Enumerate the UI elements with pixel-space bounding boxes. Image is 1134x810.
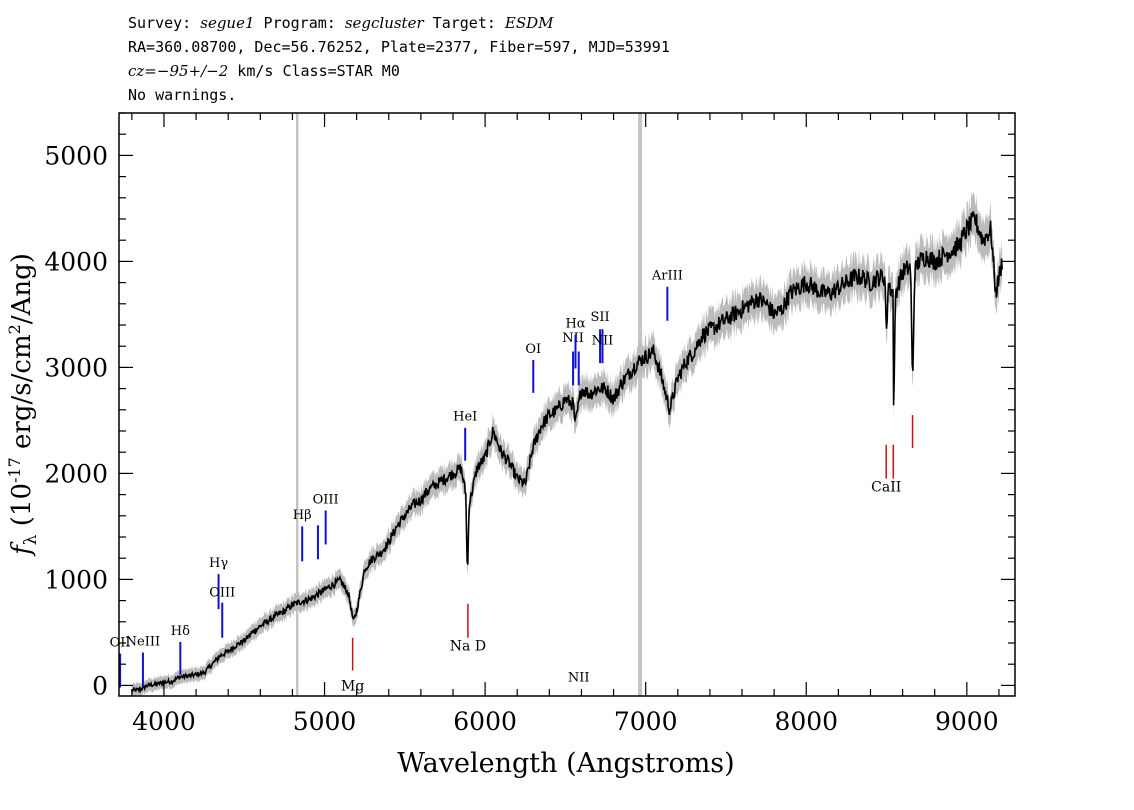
- spectrum-series: [131, 190, 1003, 696]
- header-warnings-line: No warnings.: [128, 86, 237, 104]
- cz-label: cz=: [128, 62, 157, 80]
- x-tick-label: 9000: [935, 707, 999, 736]
- cz-value: −95+/−2: [156, 62, 229, 80]
- axes: 4000 5000 6000 7000 8000 9000 0 1000 2000 3000 400…: [44, 112, 1015, 736]
- y-tick-label: 5000: [44, 141, 108, 170]
- emission-line-label: Hα: [565, 316, 585, 331]
- emission-line-label: SII: [590, 310, 609, 325]
- x-tick-label: 4000: [132, 707, 196, 736]
- x-tick-label: 6000: [453, 707, 517, 736]
- x-tick-label: 5000: [293, 707, 357, 736]
- cz-class-text: km/s Class=STAR M0: [228, 62, 400, 80]
- survey-label: Survey:: [128, 14, 192, 32]
- flux-line: [131, 211, 1003, 694]
- y-tick-label: 4000: [44, 247, 108, 276]
- header-redshift-line: cz=−95+/−2 km/s Class=STAR M0: [128, 62, 400, 80]
- y-tick-label: 1000: [44, 565, 108, 594]
- emission-line-label: NII: [562, 331, 584, 346]
- error-band: [131, 190, 1003, 696]
- y-axis-label: fλ (10-17 erg/s/cm2/Ang): [5, 253, 41, 557]
- x-tick-label: 8000: [774, 707, 838, 736]
- y-axis-label-text: fλ (10-17 erg/s/cm2/Ang): [5, 253, 41, 557]
- x-axis-label: Wavelength (Angstroms): [397, 748, 734, 779]
- emission-line-label: HeI: [453, 410, 477, 425]
- header-coordinates-line: RA=360.08700, Dec=56.76252, Plate=2377, …: [128, 38, 670, 56]
- emission-line-label: Hγ: [209, 556, 228, 571]
- absorption-line-label: Mg: [341, 679, 364, 695]
- spectral-line-markers: OIINeIIIHδHγOIIIHβOIIIHeIOINIIHαNIISIINI…: [110, 269, 914, 695]
- absorption-line-label: Na D: [450, 638, 486, 654]
- y-tick-label: 0: [92, 671, 108, 700]
- emission-line-label: OI: [525, 342, 541, 357]
- emission-line-label: Hβ: [293, 508, 312, 523]
- y-tick-label: 2000: [44, 459, 108, 488]
- program-label: Program:: [263, 14, 336, 32]
- y-tick-label: 3000: [44, 353, 108, 382]
- x-tick-label: 7000: [614, 707, 678, 736]
- absorption-line-label: CaII: [871, 479, 901, 495]
- emission-line-label: NII: [568, 670, 590, 685]
- survey-value: segue1: [200, 14, 255, 32]
- program-value: segcluster: [344, 14, 424, 32]
- emission-line-label: ArIII: [651, 269, 683, 284]
- emission-line-label: OIII: [209, 586, 235, 601]
- emission-line-label: OIII: [313, 492, 339, 507]
- header-survey-line: Survey: segue1 Program: segcluster Targe…: [128, 14, 554, 32]
- target-label: Target:: [432, 14, 496, 32]
- plot-frame: [118, 112, 1016, 697]
- emission-line-label: Hδ: [171, 624, 190, 639]
- emission-line-label: NII: [592, 333, 614, 348]
- target-value: ESDM: [504, 14, 554, 32]
- emission-line-label: NeIII: [126, 634, 160, 649]
